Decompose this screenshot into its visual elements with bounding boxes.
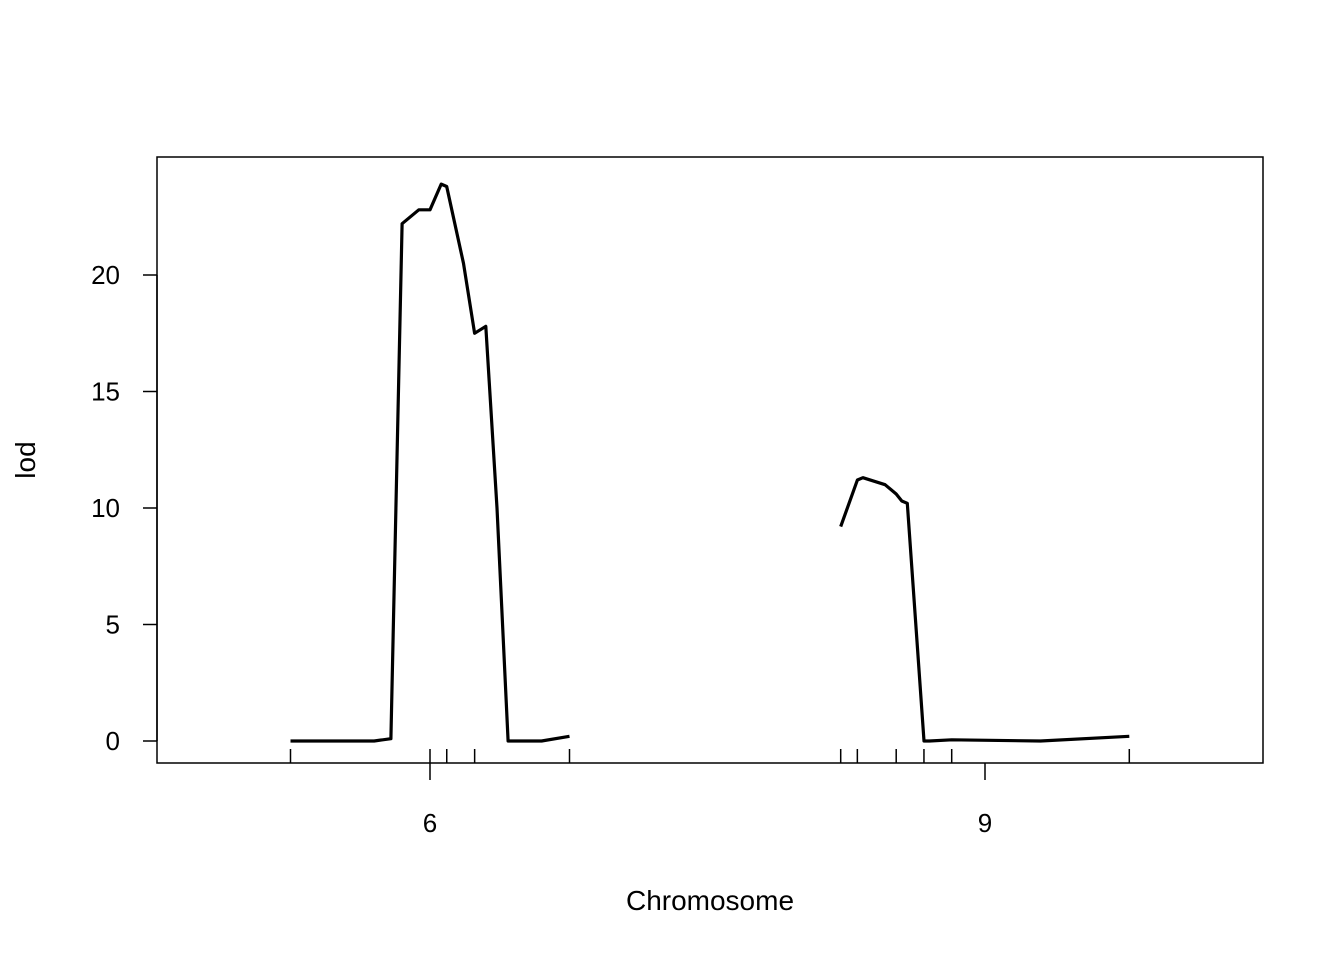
y-axis: 0 5 10 15 20	[91, 260, 158, 756]
lod-curve-chr9	[839, 476, 1130, 743]
y-axis-title: lod	[10, 441, 41, 478]
y-tick-label: 15	[91, 377, 120, 407]
lod-curve-chr6	[290, 182, 570, 743]
x-axis-title: Chromosome	[626, 885, 794, 916]
y-tick-label: 5	[106, 610, 120, 640]
x-tick-label: 6	[423, 808, 437, 838]
plot-frame	[156, 156, 1264, 764]
y-tick-label: 20	[91, 260, 120, 290]
y-tick-label: 0	[106, 726, 120, 756]
x-tick-label: 9	[978, 808, 992, 838]
y-tick-label: 10	[91, 493, 120, 523]
lod-curves	[290, 182, 1130, 743]
